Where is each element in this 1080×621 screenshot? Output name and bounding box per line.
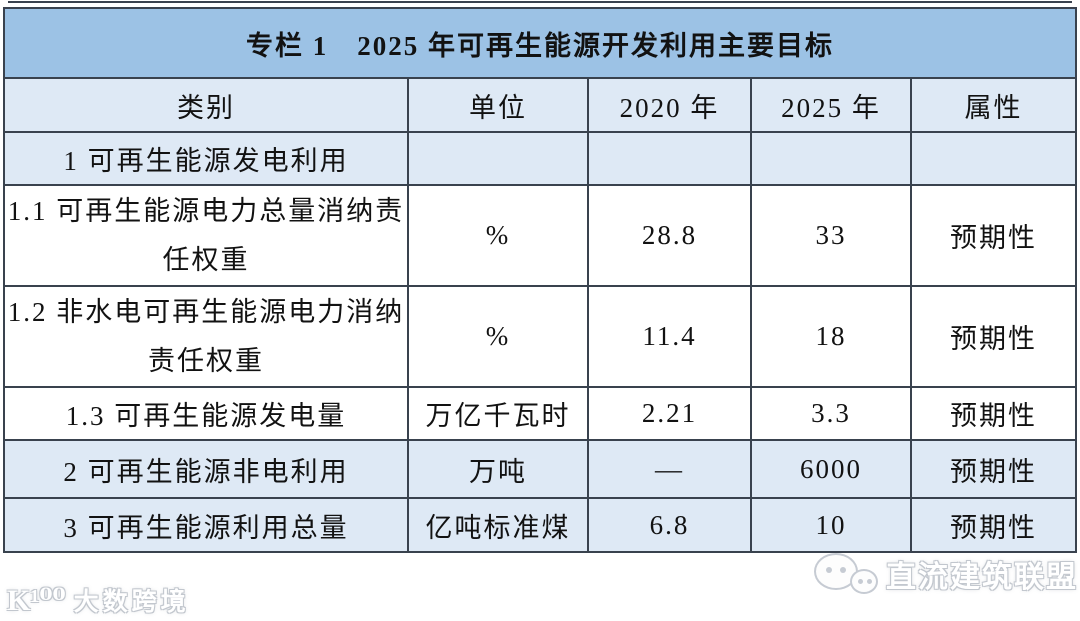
cell-category: 3 可再生能源利用总量: [3, 497, 409, 553]
cell-category: 1 可再生能源发电利用: [3, 131, 409, 186]
table-row-section-1: 1 可再生能源发电利用: [3, 131, 1077, 186]
cell-2020: 2.21: [587, 386, 752, 441]
cell-2020: 28.8: [587, 184, 752, 287]
table-row-1-1: 1.1 可再生能源电力总量消纳责任权重 % 28.8 33 预期性: [3, 184, 1077, 287]
cell-category: 1.3 可再生能源发电量: [3, 386, 409, 441]
cell-2025: 33: [750, 184, 912, 287]
table-row-section-2: 2 可再生能源非电利用 万吨 — 6000 预期性: [3, 439, 1077, 499]
cell-unit: 万吨: [407, 439, 589, 499]
watermark-zhiliu-alliance: 直流建筑联盟: [812, 549, 1078, 599]
watermark-dashukuajing: K¹⁰⁰ 大数跨境: [7, 582, 190, 618]
header-attribute: 属性: [910, 77, 1077, 133]
title-row: 专栏 1 2025 年可再生能源开发利用主要目标: [3, 7, 1077, 79]
cell-unit: [407, 131, 589, 186]
table-row-1-3: 1.3 可再生能源发电量 万亿千瓦时 2.21 3.3 预期性: [3, 386, 1077, 441]
cell-attribute: 预期性: [910, 285, 1077, 388]
cell-attribute: 预期性: [910, 386, 1077, 441]
cell-unit: 万亿千瓦时: [407, 386, 589, 441]
header-unit: 单位: [407, 77, 589, 133]
cell-category: 2 可再生能源非电利用: [3, 439, 409, 499]
wechat-icon: [812, 549, 882, 599]
table-title: 专栏 1 2025 年可再生能源开发利用主要目标: [3, 7, 1077, 79]
cell-2020: 6.8: [587, 497, 752, 553]
header-row: 类别 单位 2020 年 2025 年 属性: [3, 77, 1077, 133]
cell-category: 1.1 可再生能源电力总量消纳责任权重: [3, 184, 409, 287]
cell-unit: %: [407, 285, 589, 388]
watermark-text: 大数跨境: [73, 589, 190, 616]
dashukuajing-logo-icon: K¹⁰⁰: [7, 583, 66, 617]
cell-2025: [750, 131, 912, 186]
table-row-section-3: 3 可再生能源利用总量 亿吨标准煤 6.8 10 预期性: [3, 497, 1077, 553]
cell-2020: —: [587, 439, 752, 499]
cell-attribute: 预期性: [910, 184, 1077, 287]
top-border-line: [8, 1, 1072, 3]
cell-category: 1.2 非水电可再生能源电力消纳责任权重: [3, 285, 409, 388]
cell-2025: 10: [750, 497, 912, 553]
header-2020: 2020 年: [587, 77, 752, 133]
cell-attribute: [910, 131, 1077, 186]
cell-attribute: 预期性: [910, 497, 1077, 553]
cell-2025: 6000: [750, 439, 912, 499]
watermark-text: 直流建筑联盟: [886, 561, 1078, 594]
table-row-1-2: 1.2 非水电可再生能源电力消纳责任权重 % 11.4 18 预期性: [3, 285, 1077, 388]
renewable-energy-targets-table: 专栏 1 2025 年可再生能源开发利用主要目标 类别 单位 2020 年 20…: [3, 7, 1077, 553]
cell-2025: 18: [750, 285, 912, 388]
cell-2025: 3.3: [750, 386, 912, 441]
cell-unit: %: [407, 184, 589, 287]
header-category: 类别: [3, 77, 409, 133]
cell-unit: 亿吨标准煤: [407, 497, 589, 553]
header-2025: 2025 年: [750, 77, 912, 133]
cell-2020: [587, 131, 752, 186]
cell-attribute: 预期性: [910, 439, 1077, 499]
cell-2020: 11.4: [587, 285, 752, 388]
